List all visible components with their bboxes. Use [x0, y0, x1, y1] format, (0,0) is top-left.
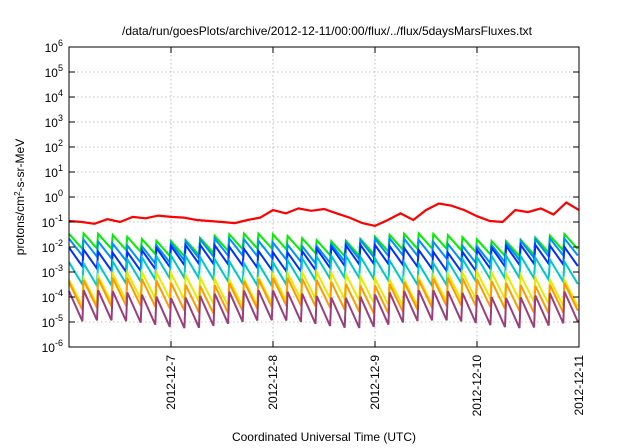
y-axis-label-suffix: -s-sr-MeV: [13, 139, 27, 192]
y-tick-label: 10-4: [42, 288, 63, 305]
y-tick-label: 10-3: [42, 263, 63, 280]
y-axis-label: protons/cm2-s-sr-MeV: [13, 139, 28, 255]
x-tick-label: 2012-12-11: [572, 355, 586, 416]
series-line-8: [68, 289, 579, 329]
y-tick-label: 101: [45, 163, 63, 180]
series-line-1: [68, 201, 580, 228]
series-line-7: [68, 277, 579, 315]
x-axis-label: Coordinated Universal Time (UTC): [232, 430, 416, 444]
x-tick-label: 2012-12-7: [164, 355, 178, 410]
y-axis-ticks: 106 105 104 103 102 101 100 10-1 10-2 10-3 10-4 10-…: [42, 38, 579, 355]
y-tick-label: 10-1: [42, 213, 63, 230]
y-tick-label: 102: [45, 138, 63, 155]
y-tick-label: 103: [45, 113, 63, 130]
x-tick-label: 2012-12-10: [470, 355, 484, 417]
y-tick-label: 10-2: [42, 238, 63, 255]
y-tick-label: 10-6: [42, 338, 63, 355]
y-tick-label: 10-5: [42, 313, 63, 330]
y-tick-label: 104: [45, 88, 63, 105]
y-axis-label-prefix: protons/cm: [13, 196, 27, 255]
series-line-5: [68, 252, 579, 290]
y-tick-label: 100: [45, 188, 63, 205]
series-lines: [68, 201, 580, 329]
x-axis-ticks: 2012-12-7 2012-12-8 2012-12-9 2012-12-10 201…: [164, 47, 586, 416]
chart-title: /data/run/goesPlots/archive/2012-12-11/0…: [122, 24, 533, 38]
y-tick-label: 106: [45, 38, 63, 55]
x-tick-label: 2012-12-8: [266, 355, 280, 410]
x-tick-label: 2012-12-9: [368, 355, 382, 410]
y-tick-label: 105: [45, 63, 63, 80]
y-axis-label-sup: 2: [13, 191, 22, 196]
